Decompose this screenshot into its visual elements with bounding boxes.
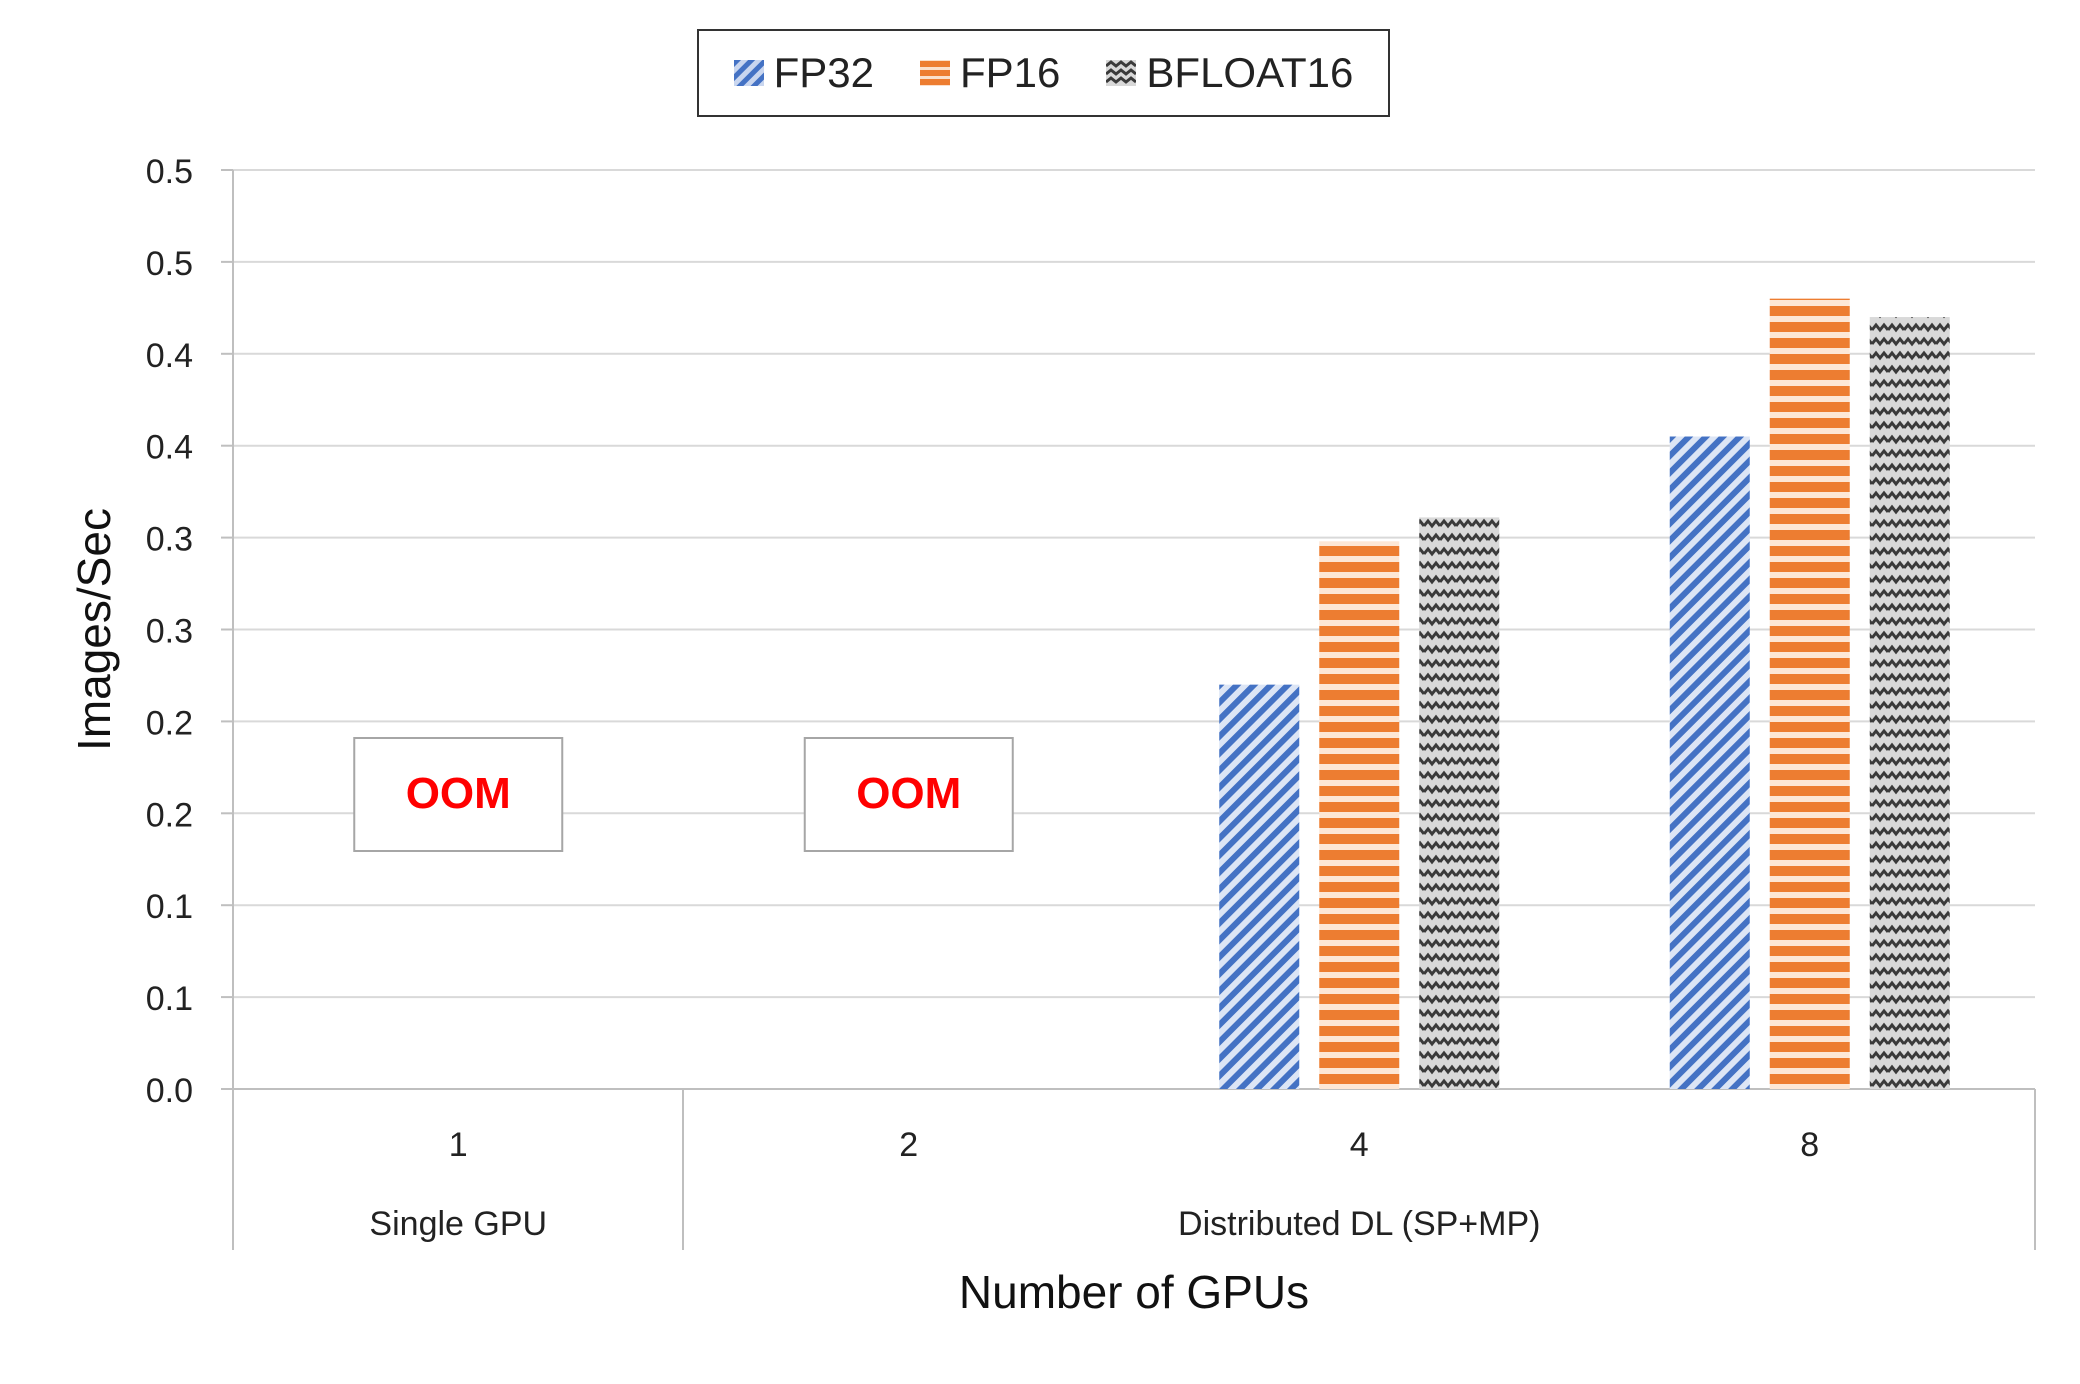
- annotation-box: [803, 737, 1014, 852]
- bar-fp32-8: [1669, 436, 1750, 1089]
- x-axis-title: Number of GPUs: [959, 1266, 1309, 1318]
- annotation-box: [353, 737, 564, 852]
- bars: [1219, 298, 1950, 1089]
- x-tick-label: 4: [1350, 1126, 1369, 1164]
- legend-label-bfloat16: BFLOAT16: [1146, 49, 1354, 96]
- y-tick-label: 0.3: [146, 613, 193, 651]
- axis-frame: [221, 169, 2036, 1250]
- x-tick-label: 1: [449, 1126, 468, 1164]
- legend-label-fp32: FP32: [773, 49, 875, 96]
- annotation-text: OOM: [406, 769, 511, 818]
- y-tick-label: 0.1: [146, 980, 193, 1018]
- annotation-text: OOM: [856, 769, 961, 818]
- x-group-label: Distributed DL (SP+MP): [1178, 1205, 1540, 1243]
- bar-fp32-4: [1219, 684, 1300, 1089]
- axis-text: 0.0 0.1 0.1 0.2 0.2 0.3 0.3 0.4 0.4 0.5 0.5 1 2 4 8 Sin…: [68, 153, 1819, 1318]
- y-tick-label: 0.4: [146, 429, 193, 467]
- legend-swatch-fp16: [920, 60, 951, 86]
- gridlines: [233, 169, 2035, 999]
- y-tick-label: 0.2: [146, 796, 193, 834]
- y-tick-label: 0.5: [146, 153, 193, 191]
- bar-bfloat16-4: [1419, 517, 1500, 1089]
- legend-item-fp16: FP16: [920, 49, 1060, 97]
- x-tick-label: 8: [1800, 1126, 1819, 1164]
- annotations: OOM OOM: [353, 737, 1014, 852]
- y-tick-label: 0.1: [146, 888, 193, 926]
- chart-legend: FP32 FP16 BFLOAT16: [697, 29, 1390, 117]
- y-axis-title: Images/Sec: [68, 508, 120, 751]
- legend-swatch-fp32: [733, 60, 764, 86]
- legend-item-fp32: FP32: [733, 49, 875, 97]
- y-tick-label: 0.3: [146, 521, 193, 559]
- y-tick-label: 0.2: [146, 704, 193, 742]
- y-tick-label: 0.5: [146, 245, 193, 283]
- legend-swatch-bfloat16: [1106, 60, 1137, 86]
- x-tick-label: 2: [899, 1126, 918, 1164]
- bar-fp16-8: [1769, 298, 1850, 1089]
- y-tick-label: 0.0: [146, 1072, 193, 1110]
- legend-item-bfloat16: BFLOAT16: [1106, 49, 1353, 97]
- x-group-label: Single GPU: [369, 1205, 547, 1243]
- y-tick-label: 0.4: [146, 337, 193, 375]
- legend-label-fp16: FP16: [960, 49, 1061, 96]
- bar-fp16-4: [1319, 541, 1400, 1089]
- bar-bfloat16-8: [1869, 317, 1950, 1089]
